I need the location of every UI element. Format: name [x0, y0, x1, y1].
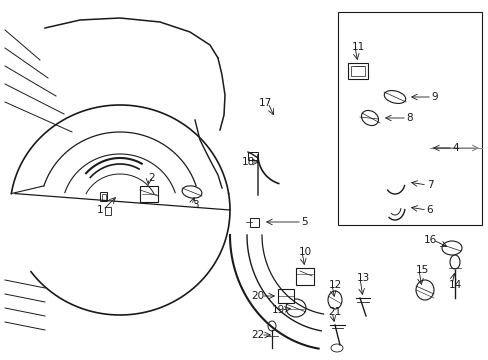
- Ellipse shape: [361, 111, 378, 126]
- Text: 1: 1: [97, 205, 103, 215]
- Text: 3: 3: [191, 200, 198, 210]
- Ellipse shape: [449, 255, 459, 269]
- Bar: [140, 186, 158, 202]
- Ellipse shape: [415, 280, 433, 300]
- Bar: [100, 192, 107, 201]
- Text: 15: 15: [414, 265, 428, 275]
- Ellipse shape: [384, 91, 405, 103]
- Text: 22: 22: [251, 330, 264, 340]
- Ellipse shape: [327, 291, 341, 309]
- Text: 11: 11: [351, 42, 364, 52]
- Text: 10: 10: [298, 247, 311, 257]
- Text: 20: 20: [251, 291, 264, 301]
- Ellipse shape: [182, 186, 202, 198]
- Ellipse shape: [285, 299, 305, 317]
- Text: 8: 8: [406, 113, 412, 123]
- Bar: [337, 12, 481, 225]
- Bar: [278, 289, 293, 303]
- Text: 2: 2: [148, 173, 155, 183]
- Ellipse shape: [267, 321, 275, 331]
- Text: 19: 19: [271, 305, 284, 315]
- Text: 12: 12: [328, 280, 341, 290]
- Text: 18: 18: [241, 157, 254, 167]
- Ellipse shape: [330, 344, 342, 352]
- Text: 4: 4: [452, 143, 458, 153]
- Bar: [105, 207, 111, 215]
- Ellipse shape: [441, 241, 461, 255]
- Bar: [295, 268, 313, 285]
- Text: 16: 16: [423, 235, 436, 245]
- Text: 5: 5: [301, 217, 307, 227]
- Bar: [350, 66, 364, 76]
- Text: 13: 13: [356, 273, 369, 283]
- Text: 21: 21: [328, 307, 341, 317]
- Bar: [247, 152, 258, 160]
- Bar: [347, 63, 367, 79]
- Text: 7: 7: [426, 180, 432, 190]
- Text: 6: 6: [426, 205, 432, 215]
- Text: 9: 9: [431, 92, 437, 102]
- Text: 14: 14: [447, 280, 461, 290]
- Bar: [102, 194, 105, 199]
- Bar: [249, 218, 259, 227]
- Text: 17: 17: [258, 98, 271, 108]
